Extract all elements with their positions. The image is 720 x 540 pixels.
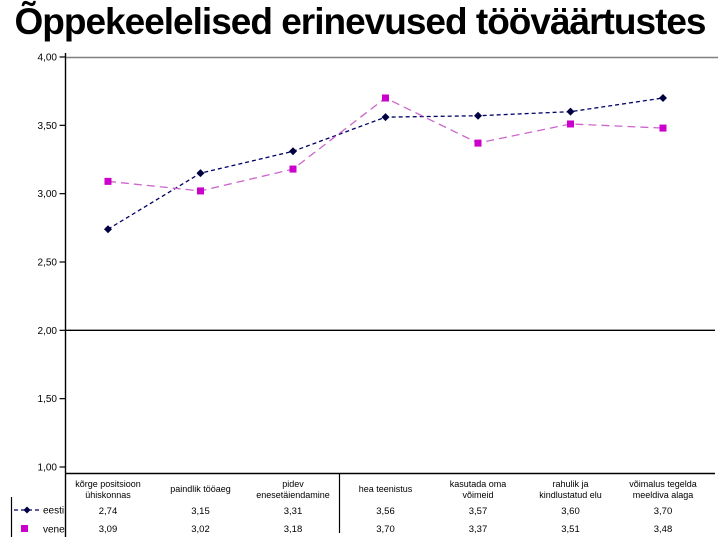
- value-cell-vene: 3,51: [561, 524, 580, 535]
- marker-diamond-eesti: [196, 169, 205, 178]
- value-cell-vene: 3,18: [284, 524, 303, 535]
- category-label: kasutada oma: [450, 479, 507, 489]
- y-tick-label: 1,50: [38, 394, 58, 405]
- marker-square-vene: [104, 177, 112, 185]
- value-cell-eesti: 3,60: [561, 506, 580, 517]
- marker-diamond-eesti: [381, 113, 390, 122]
- chart-title: Õppekeelelised erinevused tööväärtustes: [14, 1, 706, 42]
- marker-square-vene: [659, 124, 667, 132]
- category-label: hea teenistus: [359, 484, 413, 494]
- marker-diamond-eesti: [659, 94, 667, 102]
- value-cell-eesti: 3,15: [191, 506, 210, 517]
- marker-diamond-eesti: [474, 111, 482, 120]
- marker-square-vene: [567, 120, 574, 128]
- y-tick-label: 1,00: [38, 463, 58, 474]
- category-label: meeldiva alaga: [633, 490, 694, 500]
- marker-square-vene: [197, 187, 204, 195]
- value-cell-vene: 3,48: [654, 524, 673, 535]
- y-tick-label: 3,50: [38, 121, 58, 132]
- category-label: võimalus tegelda: [629, 479, 697, 489]
- category-label: ühiskonnas: [85, 490, 131, 500]
- category-label: kõrge positsioon: [75, 479, 141, 489]
- marker-diamond-eesti: [104, 225, 112, 234]
- value-cell-vene: 3,09: [99, 524, 118, 535]
- legend-key-square-vene: [21, 525, 28, 532]
- legend-key-diamond-eesti: [23, 506, 31, 514]
- value-cell-eesti: 2,74: [99, 506, 118, 517]
- value-cell-eesti: 3,56: [376, 506, 395, 517]
- y-tick-label: 2,50: [38, 258, 58, 269]
- value-cell-vene: 3,70: [376, 524, 395, 535]
- y-tick-label: 4,00: [38, 53, 58, 64]
- value-cell-vene: 3,02: [191, 524, 210, 535]
- value-cell-eesti: 3,70: [654, 506, 673, 517]
- category-label: kindlustatud elu: [539, 490, 602, 500]
- legend-label-eesti: eesti: [43, 506, 64, 517]
- category-label: enesetäiendamine: [256, 490, 330, 500]
- marker-square-vene: [474, 139, 482, 147]
- value-cell-vene: 3,37: [469, 524, 488, 535]
- category-label: võimeid: [462, 490, 493, 500]
- marker-diamond-eesti: [566, 107, 575, 116]
- marker-diamond-eesti: [289, 147, 297, 156]
- value-cell-eesti: 3,57: [469, 506, 488, 517]
- marker-square-vene: [289, 165, 297, 173]
- marker-square-vene: [382, 94, 389, 102]
- y-tick-label: 3,00: [38, 189, 58, 200]
- y-tick-label: 2,00: [38, 326, 58, 337]
- category-label: rahulik ja: [552, 479, 588, 489]
- category-label: paindlik tööaeg: [170, 484, 231, 494]
- legend-label-vene: vene: [43, 525, 65, 536]
- category-label: pidev: [282, 479, 304, 489]
- series-line-vene: [107, 97, 664, 192]
- value-cell-eesti: 3,31: [284, 506, 303, 517]
